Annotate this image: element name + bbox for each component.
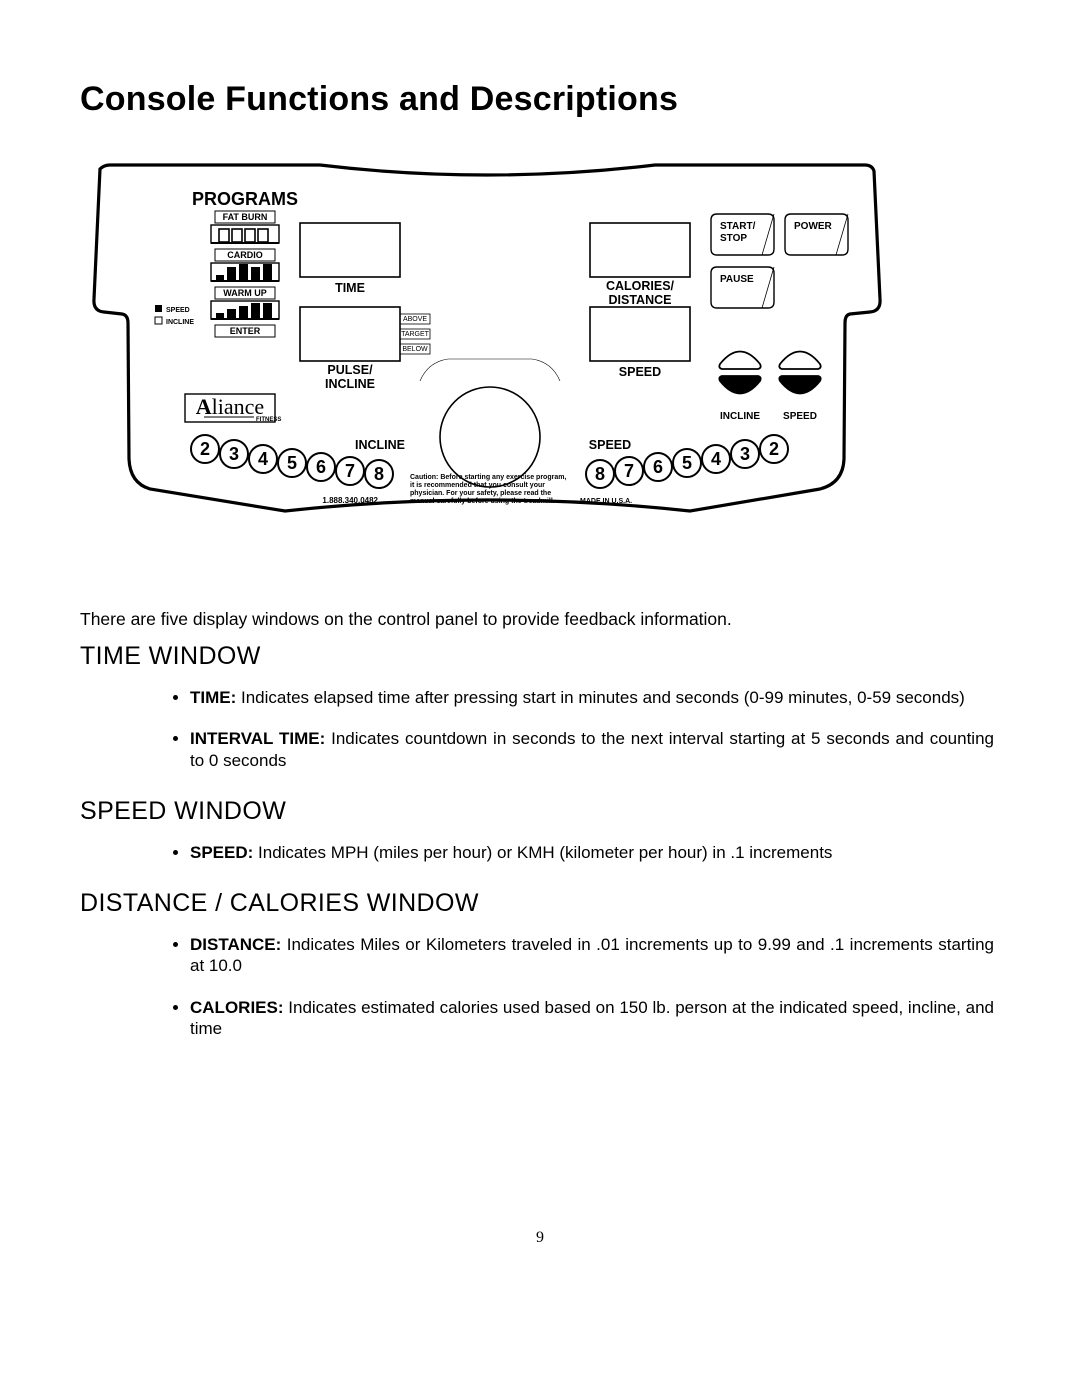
list-item: DISTANCE: Indicates Miles or Kilometers … <box>190 934 1000 977</box>
program-enter: ENTER <box>230 326 261 336</box>
svg-text:8: 8 <box>374 464 384 484</box>
svg-text:manual carefully before using: manual carefully before using the treadm… <box>410 498 555 505</box>
svg-text:SPEED: SPEED <box>166 307 190 314</box>
svg-text:ABOVE: ABOVE <box>403 316 427 323</box>
svg-text:4: 4 <box>258 449 268 469</box>
svg-text:5: 5 <box>287 453 297 473</box>
svg-text:5: 5 <box>682 453 692 473</box>
incline-btn-3[interactable]: 3 <box>220 440 248 468</box>
pulse-label: PULSE/ <box>327 363 373 377</box>
console-diagram: PROGRAMS FAT BURN CARDIO <box>80 159 895 519</box>
svg-text:2: 2 <box>769 439 779 459</box>
list-item: SPEED: Indicates MPH (miles per hour) or… <box>190 842 1000 863</box>
incline-btn-2[interactable]: 2 <box>191 435 219 463</box>
svg-text:FITNESS: FITNESS <box>256 417 281 423</box>
speed-btn-2[interactable]: 2 <box>760 435 788 463</box>
svg-text:Caution: Before starting any e: Caution: Before starting any exercise pr… <box>410 474 566 481</box>
svg-text:8: 8 <box>595 464 605 484</box>
list-item: CALORIES: Indicates estimated calories u… <box>190 997 1000 1040</box>
warmup-icon <box>211 301 279 319</box>
svg-text:INCLINE: INCLINE <box>720 411 760 422</box>
svg-text:START/: START/ <box>720 221 756 232</box>
pulse-incline-display <box>300 307 400 361</box>
phone: 1.888.340.0482 <box>322 496 378 505</box>
section-heading: SPEED WINDOW <box>80 797 1000 826</box>
list-item: TIME: Indicates elapsed time after press… <box>190 687 1000 708</box>
time-display <box>300 223 400 277</box>
intro-text: There are five display windows on the co… <box>80 609 1000 630</box>
speed-btn-6[interactable]: 6 <box>644 453 672 481</box>
incline-btn-4[interactable]: 4 <box>249 445 277 473</box>
legend: SPEED INCLINE <box>155 305 194 326</box>
svg-text:INCLINE: INCLINE <box>355 438 405 452</box>
speed-label: SPEED <box>619 365 661 379</box>
speed-btn-8[interactable]: 8 <box>586 460 614 488</box>
svg-text:SPEED: SPEED <box>589 438 631 452</box>
time-label: TIME <box>335 281 365 295</box>
section-speed: SPEED WINDOW SPEED: Indicates MPH (miles… <box>80 797 1000 863</box>
cardio-icon <box>211 263 279 281</box>
page-number: 9 <box>80 1229 1000 1247</box>
svg-text:it is recommended that you con: it is recommended that you consult your <box>410 482 545 489</box>
made-in: MADE IN U.S.A. <box>580 498 632 505</box>
svg-text:TARGET: TARGET <box>401 331 430 338</box>
speed-btn-3[interactable]: 3 <box>731 440 759 468</box>
incline-btn-7[interactable]: 7 <box>336 457 364 485</box>
svg-text:INCLINE: INCLINE <box>166 319 194 326</box>
svg-text:6: 6 <box>653 457 663 477</box>
incline-btn-6[interactable]: 6 <box>307 453 335 481</box>
speed-up-button[interactable] <box>779 352 820 370</box>
brand-name: Aliance <box>196 394 264 419</box>
svg-text:STOP: STOP <box>720 233 747 244</box>
section-time: TIME WINDOW TIME: Indicates elapsed time… <box>80 642 1000 771</box>
svg-text:7: 7 <box>624 461 634 481</box>
safety-key-circle <box>440 387 540 487</box>
speed-down-button[interactable] <box>779 376 820 394</box>
incline-label: INCLINE <box>325 377 375 391</box>
svg-text:POWER: POWER <box>794 221 833 232</box>
incline-btn-8[interactable]: 8 <box>365 460 393 488</box>
incline-up-button[interactable] <box>719 352 760 370</box>
program-fatburn: FAT BURN <box>223 212 268 222</box>
svg-text:BELOW: BELOW <box>402 346 428 353</box>
svg-text:PAUSE: PAUSE <box>720 274 754 285</box>
svg-text:SPEED: SPEED <box>783 411 817 422</box>
fatburn-icon <box>211 225 279 243</box>
svg-text:6: 6 <box>316 457 326 477</box>
svg-text:3: 3 <box>740 444 750 464</box>
dist-label: DISTANCE <box>609 293 672 307</box>
section-heading: DISTANCE / CALORIES WINDOW <box>80 889 1000 918</box>
page: Console Functions and Descriptions PROGR… <box>0 0 1080 1287</box>
svg-text:3: 3 <box>229 444 239 464</box>
svg-text:physician. For your safety, pl: physician. For your safety, please read … <box>410 490 551 497</box>
cal-label: CALORIES/ <box>606 279 675 293</box>
svg-text:2: 2 <box>200 439 210 459</box>
programs-label: PROGRAMS <box>192 189 298 209</box>
page-title: Console Functions and Descriptions <box>80 80 1000 119</box>
incline-down-button[interactable] <box>719 376 760 394</box>
list-item: INTERVAL TIME: Indicates countdown in se… <box>190 728 1000 771</box>
section-distance-calories: DISTANCE / CALORIES WINDOW DISTANCE: Ind… <box>80 889 1000 1039</box>
svg-text:4: 4 <box>711 449 721 469</box>
speed-btn-7[interactable]: 7 <box>615 457 643 485</box>
incline-btn-5[interactable]: 5 <box>278 449 306 477</box>
speed-display <box>590 307 690 361</box>
speed-btn-5[interactable]: 5 <box>673 449 701 477</box>
svg-text:7: 7 <box>345 461 355 481</box>
section-heading: TIME WINDOW <box>80 642 1000 671</box>
cal-dist-display <box>590 223 690 277</box>
caution-text: Caution: Before starting any exercise pr… <box>410 474 566 505</box>
speed-btn-4[interactable]: 4 <box>702 445 730 473</box>
program-warmup: WARM UP <box>223 288 267 298</box>
program-cardio: CARDIO <box>227 250 263 260</box>
